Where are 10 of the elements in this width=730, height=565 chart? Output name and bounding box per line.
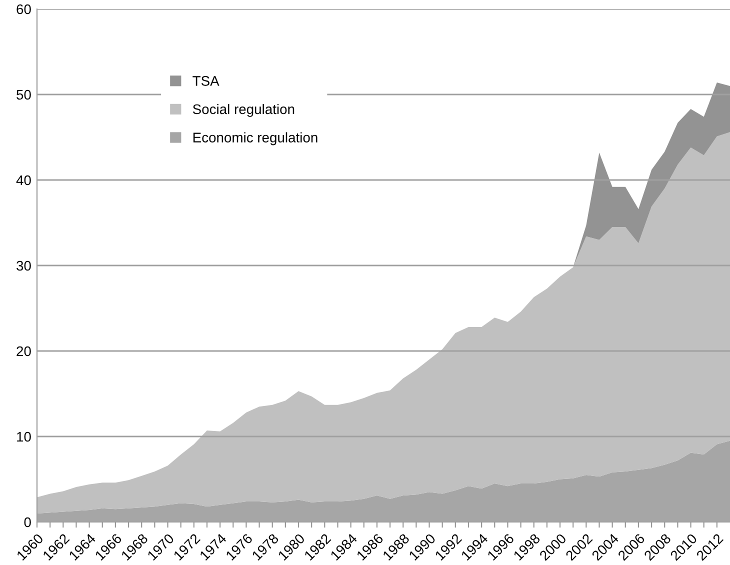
legend-label: Economic regulation: [193, 132, 318, 146]
y-tick-label: 60: [16, 4, 31, 14]
y-tick-label: 50: [16, 90, 31, 100]
y-tick-label: 0: [24, 517, 31, 528]
y-tick-label: 10: [17, 432, 31, 442]
y-tick-label: 20: [16, 346, 31, 356]
legend-label: TSA: [192, 76, 220, 86]
legend-label: Social regulation: [192, 104, 294, 117]
y-tick-label: 40: [16, 175, 31, 186]
y-tick-label: 30: [16, 260, 31, 271]
